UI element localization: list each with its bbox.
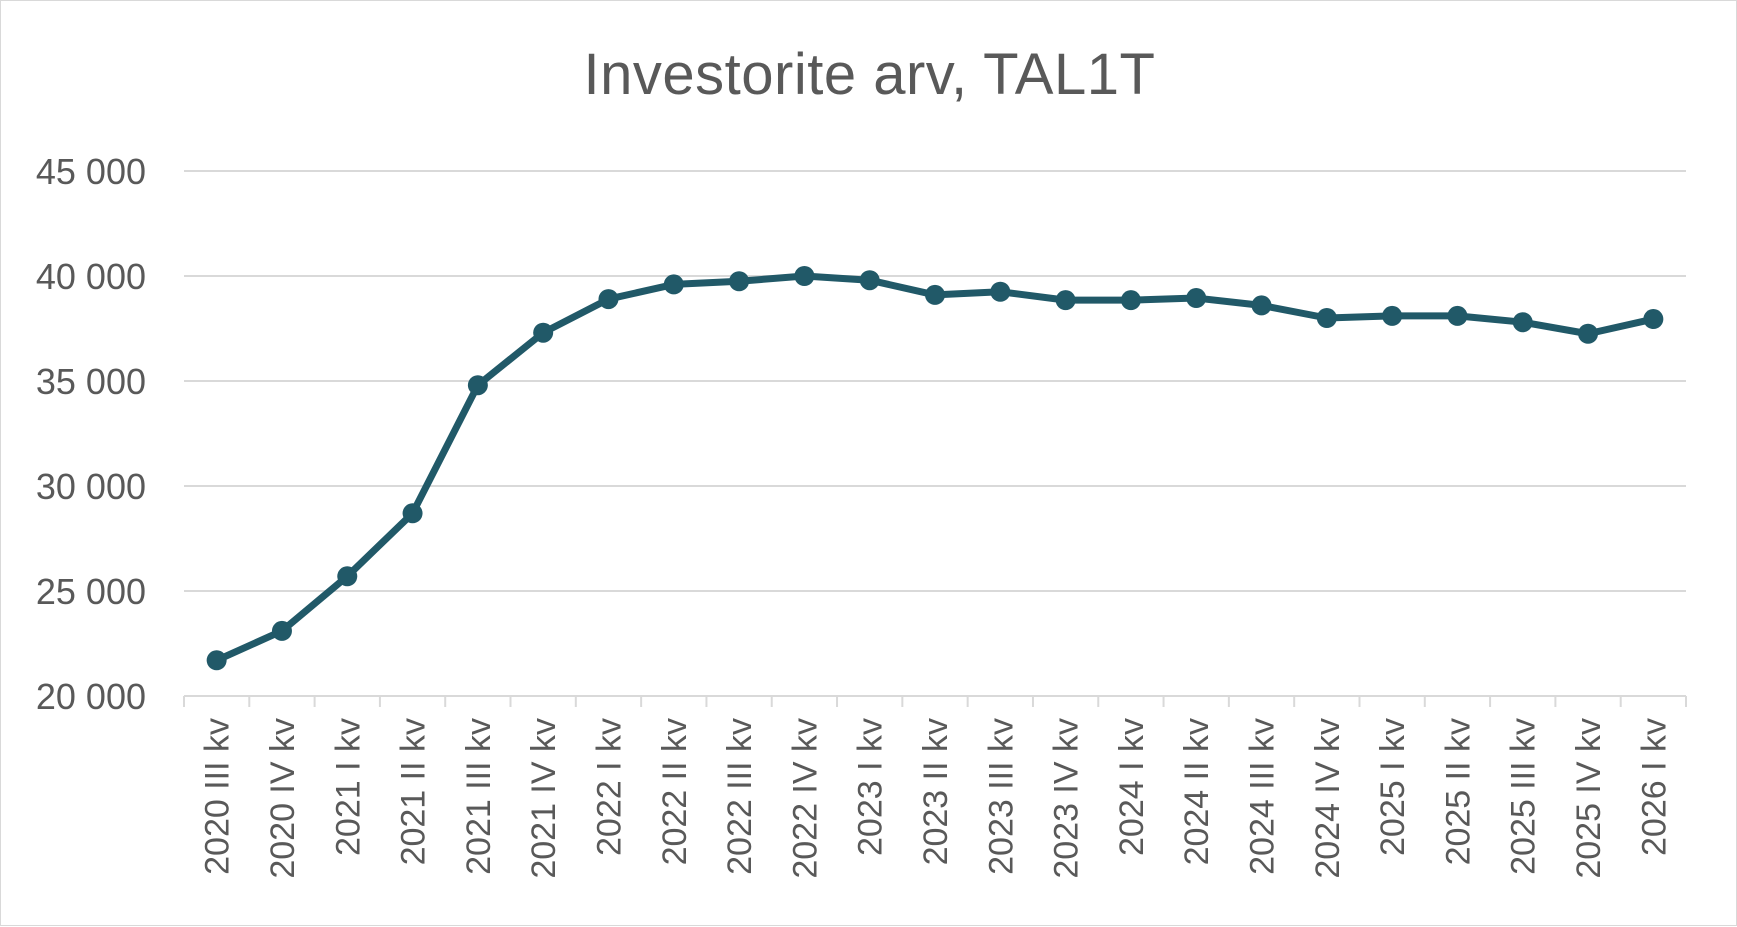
x-tick-label: 2024 II kv [1178,718,1216,865]
x-axis: 2020 III kv 2020 IV kv 2021 I kv 2021 II kv… [183,695,1687,879]
data-point [1447,305,1468,326]
x-tick-label: 2025 II kv [1439,718,1477,865]
series-line-group [213,272,1657,664]
data-point [1643,309,1664,330]
x-tick-label: 2022 I kv [590,718,628,856]
y-tick-label: 35 000 [36,361,146,402]
x-tick-label: 2020 IV kv [264,718,302,879]
x-tick-label: 2024 IV kv [1309,718,1347,879]
x-tick-label: 2025 IV kv [1570,718,1608,879]
x-tick-label: 2021 IV kv [525,718,563,879]
data-point [729,271,750,292]
data-point [925,284,945,305]
y-tick-label: 25 000 [36,571,146,612]
data-point [1512,312,1533,333]
x-tick-label: 2022 III kv [721,718,759,875]
data-point [1055,290,1076,311]
x-tick-label: 2021 II kv [395,718,433,865]
x-tick-label: 2024 I kv [1113,718,1151,856]
data-point [1251,295,1272,316]
data-point [1316,308,1337,328]
gridlines [184,170,1686,592]
y-tick-label: 40 000 [36,256,146,297]
x-tick-label: 2026 I kv [1635,718,1673,856]
data-point [337,566,358,587]
data-point [1120,290,1141,311]
data-point [859,270,880,291]
series-line [213,272,1657,664]
x-tick-label: 2025 III kv [1505,718,1543,875]
data-point [794,266,815,286]
data-point [1186,288,1207,309]
data-point [533,322,554,343]
data-point [1382,305,1403,326]
x-tick-label: 2022 II kv [656,718,694,865]
data-point [598,289,619,310]
data-point [402,503,423,524]
x-tick-label: 2023 I kv [852,718,890,856]
data-point [206,650,227,671]
data-point [467,375,488,396]
y-tick-label: 30 000 [36,466,146,507]
x-tick-label: 2021 III kv [460,718,498,875]
chart-title: Investorite arv, TAL1T [583,42,1156,107]
data-point [663,274,684,295]
data-points [206,266,1664,671]
y-tick-label: 20 000 [36,676,146,717]
x-tick-label: 2023 II kv [917,718,955,865]
x-tick-label: 2023 IV kv [1048,718,1086,879]
x-tick-label: 2022 IV kv [786,718,824,879]
y-axis: 20 000 25 000 30 000 35 000 40 000 45 000 [36,151,146,717]
x-tick-label: 2025 I kv [1374,718,1412,856]
data-point [990,281,1011,302]
y-tick-label: 45 000 [36,151,146,192]
x-tick-label: 2023 III kv [982,718,1020,875]
x-tick-label: 2020 III kv [199,718,237,875]
x-tick-label: 2024 III kv [1244,718,1282,875]
x-tick-label: 2021 I kv [329,718,367,856]
data-point [271,620,292,641]
data-point [1578,323,1599,344]
